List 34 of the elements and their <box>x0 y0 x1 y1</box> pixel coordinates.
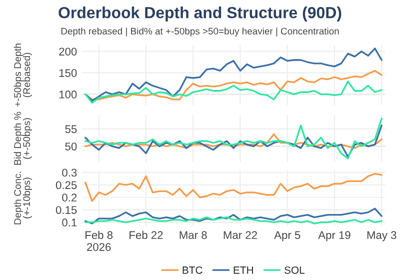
y-tick-label: 0.1 <box>62 218 77 226</box>
y-tick-label: 200 <box>59 48 77 56</box>
line-series <box>84 70 382 100</box>
x-tick-label: May 3 <box>367 231 396 242</box>
legend-label: BTC <box>182 266 202 274</box>
line-series <box>84 208 382 224</box>
x-tick-label: Mar 8 <box>180 231 207 240</box>
line-series <box>84 118 382 160</box>
line-series <box>84 133 382 149</box>
y-tick-label: 55 <box>65 125 77 134</box>
chart-subtitle: Depth rebased | Bid% at +-50bps >50=buy heavier | Concentration <box>61 28 339 36</box>
y-tick-label: 0.2 <box>62 194 77 202</box>
y-tick-label: 0.25 <box>56 181 77 190</box>
y-tick-label: 50 <box>65 142 77 150</box>
x-tick-label: Apr 19 <box>318 231 350 242</box>
x-tick-label: Apr 5 <box>274 231 300 242</box>
y-axis-title: Depth Conc. (+-10bps) <box>14 172 32 224</box>
line-series <box>84 172 382 202</box>
y-tick-label: 100 <box>59 90 77 98</box>
y-tick-label: 0.15 <box>56 206 77 214</box>
x-tick-label: Feb 8 2026 <box>86 230 113 251</box>
line-series <box>84 216 382 224</box>
y-tick-label: 150 <box>59 69 77 77</box>
x-tick-label: Mar 22 <box>224 231 257 240</box>
line-series <box>84 48 382 102</box>
line-series <box>84 124 382 158</box>
chart-title: Orderbook Depth and Structure (90D) <box>58 6 342 22</box>
legend-label: SOL <box>284 266 305 274</box>
line-series <box>84 80 382 104</box>
y-axis-title: Bid Depth % (+-50bps) <box>14 112 32 165</box>
y-axis-title: +-50bps Depth (Rebased) <box>14 44 32 107</box>
y-tick-label: 0.3 <box>62 168 77 177</box>
legend-label: ETH <box>234 266 253 274</box>
x-tick-label: Feb 22 <box>130 230 163 240</box>
